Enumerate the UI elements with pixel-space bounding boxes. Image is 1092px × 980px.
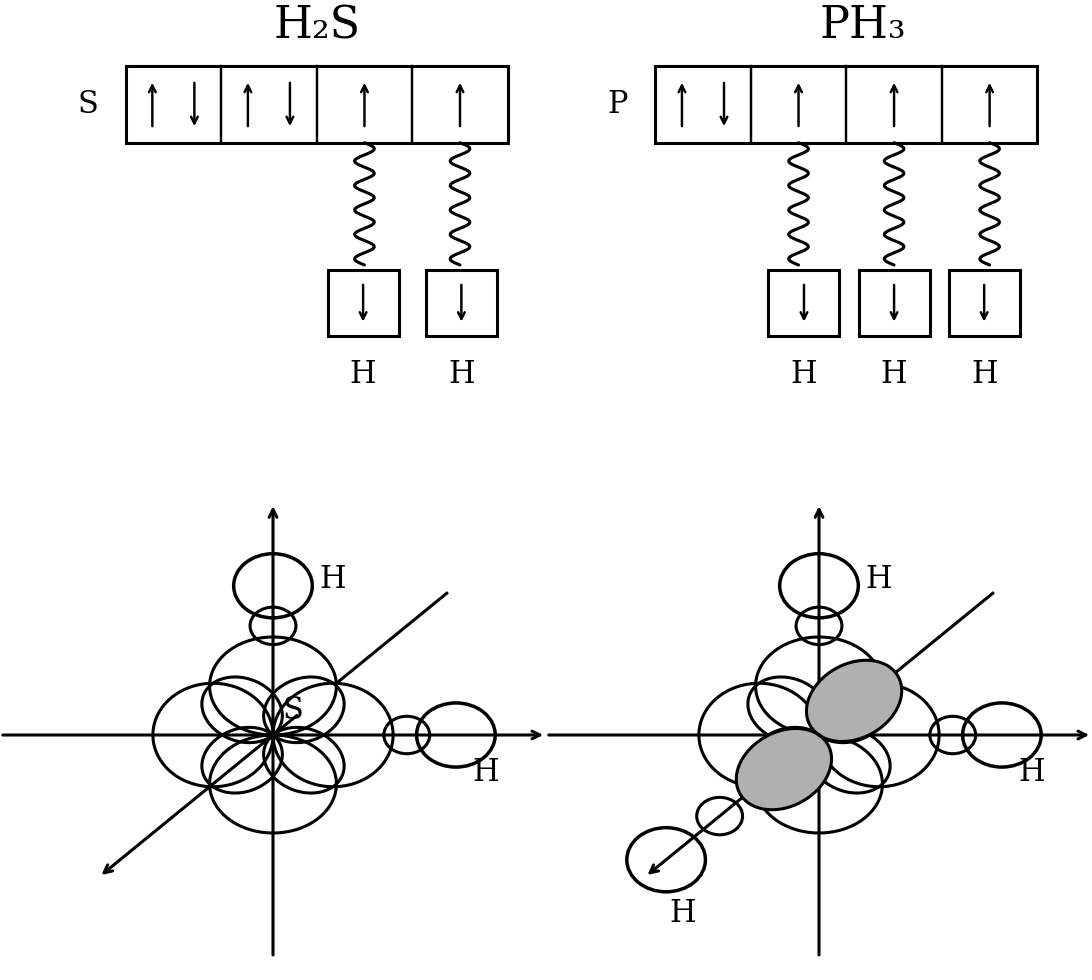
Text: H: H bbox=[971, 360, 997, 390]
Text: H: H bbox=[1018, 758, 1045, 788]
Polygon shape bbox=[809, 677, 890, 743]
Text: S: S bbox=[78, 89, 98, 120]
Text: H: H bbox=[669, 898, 696, 929]
Text: H: H bbox=[448, 360, 475, 390]
Bar bbox=[858, 270, 929, 336]
Polygon shape bbox=[807, 661, 902, 742]
Polygon shape bbox=[210, 637, 336, 735]
Polygon shape bbox=[153, 683, 273, 787]
Polygon shape bbox=[809, 727, 890, 793]
Polygon shape bbox=[748, 677, 829, 743]
Text: H: H bbox=[881, 360, 907, 390]
Polygon shape bbox=[263, 727, 344, 793]
Bar bbox=[126, 67, 508, 143]
Polygon shape bbox=[819, 683, 939, 787]
Polygon shape bbox=[736, 728, 831, 809]
Text: PH₃: PH₃ bbox=[819, 4, 906, 47]
Polygon shape bbox=[756, 735, 882, 833]
Polygon shape bbox=[273, 683, 393, 787]
Bar bbox=[949, 270, 1020, 336]
Text: S: S bbox=[283, 695, 304, 726]
Bar bbox=[655, 67, 1037, 143]
Bar bbox=[769, 270, 840, 336]
Text: H: H bbox=[349, 360, 377, 390]
Text: H₂S: H₂S bbox=[273, 4, 360, 47]
Polygon shape bbox=[699, 683, 819, 787]
Text: H: H bbox=[865, 564, 892, 595]
Polygon shape bbox=[756, 637, 882, 735]
Text: H: H bbox=[791, 360, 817, 390]
Polygon shape bbox=[210, 735, 336, 833]
Polygon shape bbox=[202, 727, 283, 793]
Polygon shape bbox=[748, 727, 829, 793]
Text: H: H bbox=[472, 758, 499, 788]
Text: H: H bbox=[319, 564, 346, 595]
Bar bbox=[328, 270, 399, 336]
Bar bbox=[426, 270, 497, 336]
Polygon shape bbox=[263, 677, 344, 743]
Polygon shape bbox=[202, 677, 283, 743]
Text: P: P bbox=[607, 89, 628, 120]
Text: P: P bbox=[829, 695, 850, 726]
